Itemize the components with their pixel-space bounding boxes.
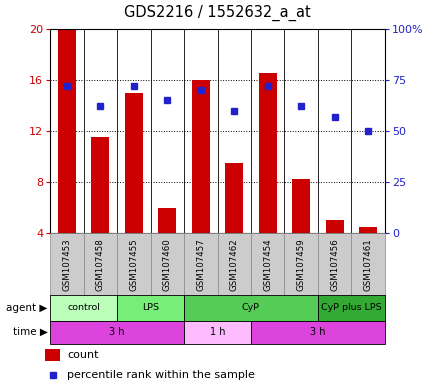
Bar (351, 233, 384, 295)
Text: 3 h: 3 h (309, 327, 325, 337)
Text: CyP: CyP (241, 303, 260, 312)
Text: CyP plus LPS: CyP plus LPS (320, 303, 381, 312)
Text: 1 h: 1 h (209, 327, 225, 337)
Bar (184, 321, 250, 344)
Text: GDS2216 / 1552632_a_at: GDS2216 / 1552632_a_at (124, 5, 310, 21)
Bar (284, 233, 317, 295)
Text: GSM107455: GSM107455 (129, 238, 138, 291)
Bar (250, 233, 284, 295)
Bar (217, 233, 250, 295)
Bar (150, 233, 184, 295)
Text: GSM107460: GSM107460 (162, 238, 171, 291)
Bar (91, 137, 109, 233)
Text: percentile rank within the sample: percentile rank within the sample (67, 370, 254, 380)
Bar (124, 93, 143, 233)
Text: GSM107462: GSM107462 (229, 238, 238, 291)
Text: GSM107454: GSM107454 (263, 238, 272, 291)
Bar (358, 227, 377, 233)
Text: time ▶: time ▶ (13, 327, 48, 337)
Bar (117, 233, 150, 295)
Bar (317, 233, 351, 295)
Bar (45, 349, 60, 361)
Bar (224, 163, 243, 233)
Bar (50, 233, 83, 295)
Bar (158, 207, 176, 233)
Bar (325, 220, 343, 233)
Text: control: control (67, 303, 100, 312)
Bar (50, 295, 117, 321)
Bar (250, 321, 384, 344)
Bar (191, 80, 210, 233)
Text: GSM107458: GSM107458 (95, 238, 105, 291)
Bar (184, 295, 317, 321)
Bar (317, 295, 384, 321)
Text: GSM107459: GSM107459 (296, 238, 305, 291)
Text: count: count (67, 349, 99, 359)
Text: LPS: LPS (141, 303, 159, 312)
Bar (258, 73, 276, 233)
Bar (117, 295, 184, 321)
Bar (50, 321, 184, 344)
Text: agent ▶: agent ▶ (7, 303, 48, 313)
Text: GSM107461: GSM107461 (363, 238, 372, 291)
Bar (184, 233, 217, 295)
Text: GSM107457: GSM107457 (196, 238, 205, 291)
Bar (291, 179, 310, 233)
Text: GSM107453: GSM107453 (62, 238, 71, 291)
Text: GSM107456: GSM107456 (329, 238, 339, 291)
Bar (57, 29, 76, 233)
Text: 3 h: 3 h (109, 327, 125, 337)
Bar (83, 233, 117, 295)
